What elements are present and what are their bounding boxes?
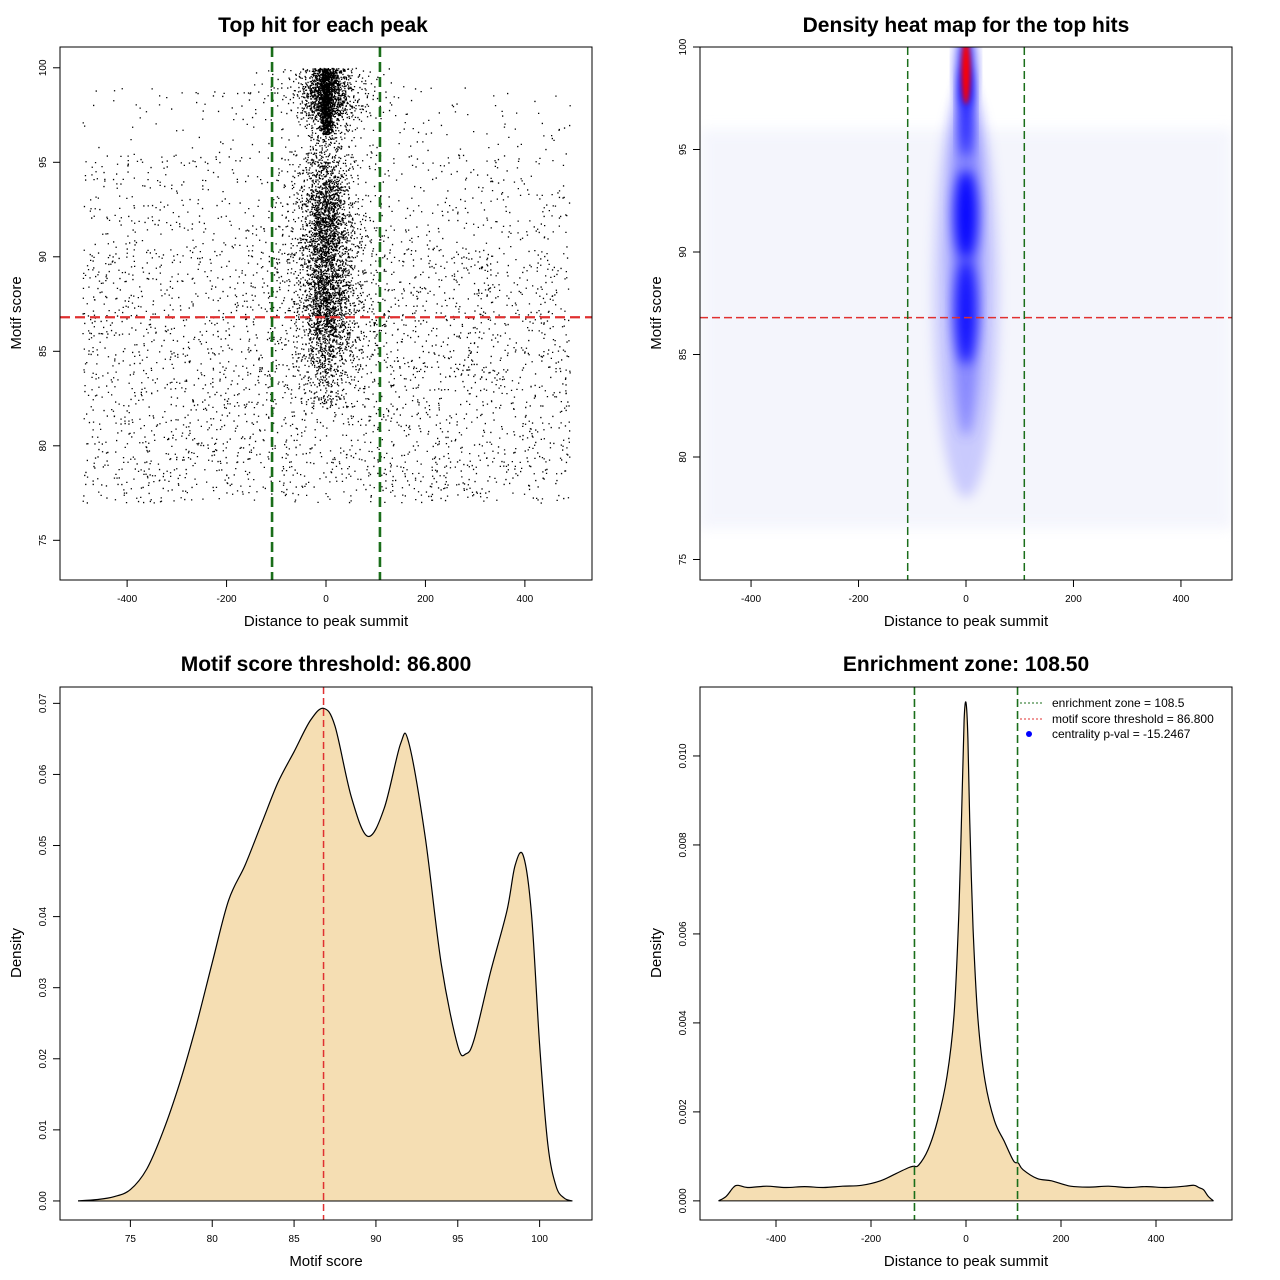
scatter-points [82,67,571,504]
heatmap-x-label: Distance to peak summit [884,613,1049,630]
legend-zone-text: enrichment zone = 108.5 [1052,696,1185,710]
scatter-x-tick-label: 0 [323,594,329,605]
scatter-y-tick-label: 75 [38,534,49,546]
score-density-curve [77,707,573,1202]
heatmap-density-field [700,47,1232,529]
distance-density-y-tick-label: 0.008 [678,832,689,857]
heatmap-title: Density heat map for the top hits [803,14,1130,37]
score-density-x-tick-label: 85 [289,1234,301,1245]
scatter-y-label: Motif score [8,276,25,349]
scatter-y-tick-label: 100 [38,59,49,76]
legend-pval-text: centrality p-val = -15.2467 [1052,727,1191,741]
heatmap-area [700,47,1232,580]
score-density-x-tick-label: 75 [125,1234,137,1245]
score-density-x-tick-label: 95 [452,1234,464,1245]
panel-distance-density: Enrichment zone: 108.50 -400 -200 0 200 400 0… [648,653,1233,1270]
heatmap-y-tick-label: 80 [678,451,689,463]
heatmap-x-tick-label: 200 [1065,594,1082,605]
distance-density-x-tick-label: 0 [963,1234,969,1245]
legend: enrichment zone = 108.5 motif score thre… [1020,696,1214,741]
scatter-reference-lines [60,47,592,580]
distance-density-y-tick-label: 0.010 [678,743,689,768]
panel-scatter: Top hit for each peak -400 -200 0 200 400 75 8… [8,14,593,630]
distance-density-y-tick-label: 0.006 [678,921,689,946]
scatter-x-tick-label: -200 [217,594,237,605]
distance-density-x-tick-label: 200 [1053,1234,1070,1245]
score-density-x-label: Motif score [289,1253,362,1270]
score-density-y-tick-label: 0.07 [38,693,49,713]
score-density-plot-frame [59,686,593,1221]
distance-density-x-label: Distance to peak summit [884,1253,1049,1270]
score-density-y-tick-label: 0.03 [38,978,49,998]
heatmap-hotspot-lower [955,258,977,365]
heatmap-y-tick-label: 90 [678,246,689,258]
distance-density-x-tick-label: 400 [1148,1234,1165,1245]
scatter-x-tick-label: 400 [517,594,534,605]
distance-density-curve [718,701,1214,1202]
scatter-x-tick-label: 200 [417,594,434,605]
score-density-body [77,687,573,1220]
score-density-title: Motif score threshold: 86.800 [181,653,472,676]
heatmap-hotspot-middle [954,170,978,261]
heatmap-x-tick-label: 0 [963,594,969,605]
scatter-x-tick-label: -400 [117,594,137,605]
scatter-x-label: Distance to peak summit [244,613,409,630]
distance-density-x-tick-label: -200 [861,1234,881,1245]
score-density-y-tick-label: 0.06 [38,764,49,784]
heatmap-y-tick-label: 95 [678,144,689,156]
score-density-x-tick-label: 100 [531,1234,548,1245]
score-density-y-tick-label: 0.04 [38,906,49,926]
distance-density-title: Enrichment zone: 108.50 [843,653,1089,676]
panel-heatmap: Density heat map for the top hits -400 -2… [648,14,1233,630]
score-density-x-tick-label: 90 [370,1234,382,1245]
scatter-y-tick-label: 80 [38,440,49,452]
distance-density-body [718,687,1214,1220]
score-density-y-tick-label: 0.00 [38,1191,49,1211]
scatter-y-tick-label: 95 [38,156,49,168]
heatmap-y-tick-label: 100 [678,38,689,55]
heatmap-axes: -400 -200 0 200 400 75 80 85 90 95 100 [678,38,1190,605]
scatter-point-cloud [82,67,571,504]
score-density-y-label: Density [8,927,25,978]
distance-density-x-tick-label: -400 [766,1234,786,1245]
scatter-title: Top hit for each peak [218,14,428,37]
distance-density-y-tick-label: 0.004 [678,1010,689,1035]
score-density-y-tick-label: 0.01 [38,1120,49,1140]
distance-density-area-fill [718,701,1214,1201]
heatmap-x-tick-label: 400 [1173,594,1190,605]
score-density-y-tick-label: 0.02 [38,1049,49,1069]
legend-threshold-text: motif score threshold = 86.800 [1052,712,1214,726]
panel-score-density: Motif score threshold: 86.800 75 80 85 90 95… [8,653,593,1270]
heatmap-x-tick-label: -400 [741,594,761,605]
heatmap-x-tick-label: -200 [849,594,869,605]
heatmap-peak-red [961,47,971,105]
distance-density-y-tick-label: 0.002 [678,1099,689,1124]
legend-pval-dot [1026,731,1032,737]
distance-density-y-label: Density [648,927,665,978]
heatmap-y-tick-label: 85 [678,349,689,361]
score-density-y-tick-label: 0.05 [38,835,49,855]
heatmap-y-tick-label: 75 [678,554,689,566]
scatter-axes: -400 -200 0 200 400 75 80 85 90 95 100 [38,59,534,605]
score-density-x-tick-label: 80 [207,1234,219,1245]
distance-density-y-tick-label: 0.000 [678,1188,689,1213]
score-density-area-fill [78,708,573,1201]
heatmap-y-label: Motif score [648,276,665,349]
score-density-axes: 75 80 85 90 95 100 0.00 0.01 0.02 0.03 0.04 0.05 0.0… [38,693,548,1245]
heatmap-reference-lines [700,47,1232,580]
scatter-y-tick-label: 85 [38,345,49,357]
distance-density-axes: -400 -200 0 200 400 0.000 0.002 0.004 0.006 0.008… [678,743,1165,1245]
scatter-y-tick-label: 90 [38,251,49,263]
